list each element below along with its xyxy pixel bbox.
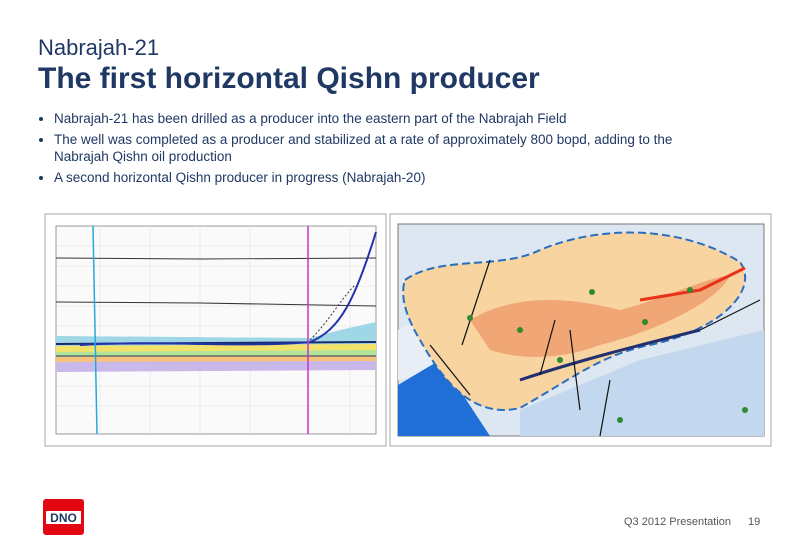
logo-text: DNO bbox=[50, 511, 77, 525]
bullet: Nabrajah-21 has been drilled as a produc… bbox=[54, 110, 714, 127]
cross-section bbox=[44, 213, 387, 447]
logo: DNO bbox=[43, 499, 84, 535]
page-number: 19 bbox=[748, 516, 761, 528]
title: The first horizontal Qishn producer bbox=[38, 62, 540, 95]
subtitle: Nabrajah-21 bbox=[38, 35, 160, 60]
bullet: A second horizontal Qishn producer in pr… bbox=[54, 169, 714, 186]
structure-map bbox=[389, 213, 772, 447]
footer: Q3 2012 Presentation bbox=[624, 516, 732, 528]
bullet-list: Nabrajah-21 has been drilled as a produc… bbox=[34, 110, 714, 190]
bullet: The well was completed as a producer and… bbox=[54, 131, 714, 165]
